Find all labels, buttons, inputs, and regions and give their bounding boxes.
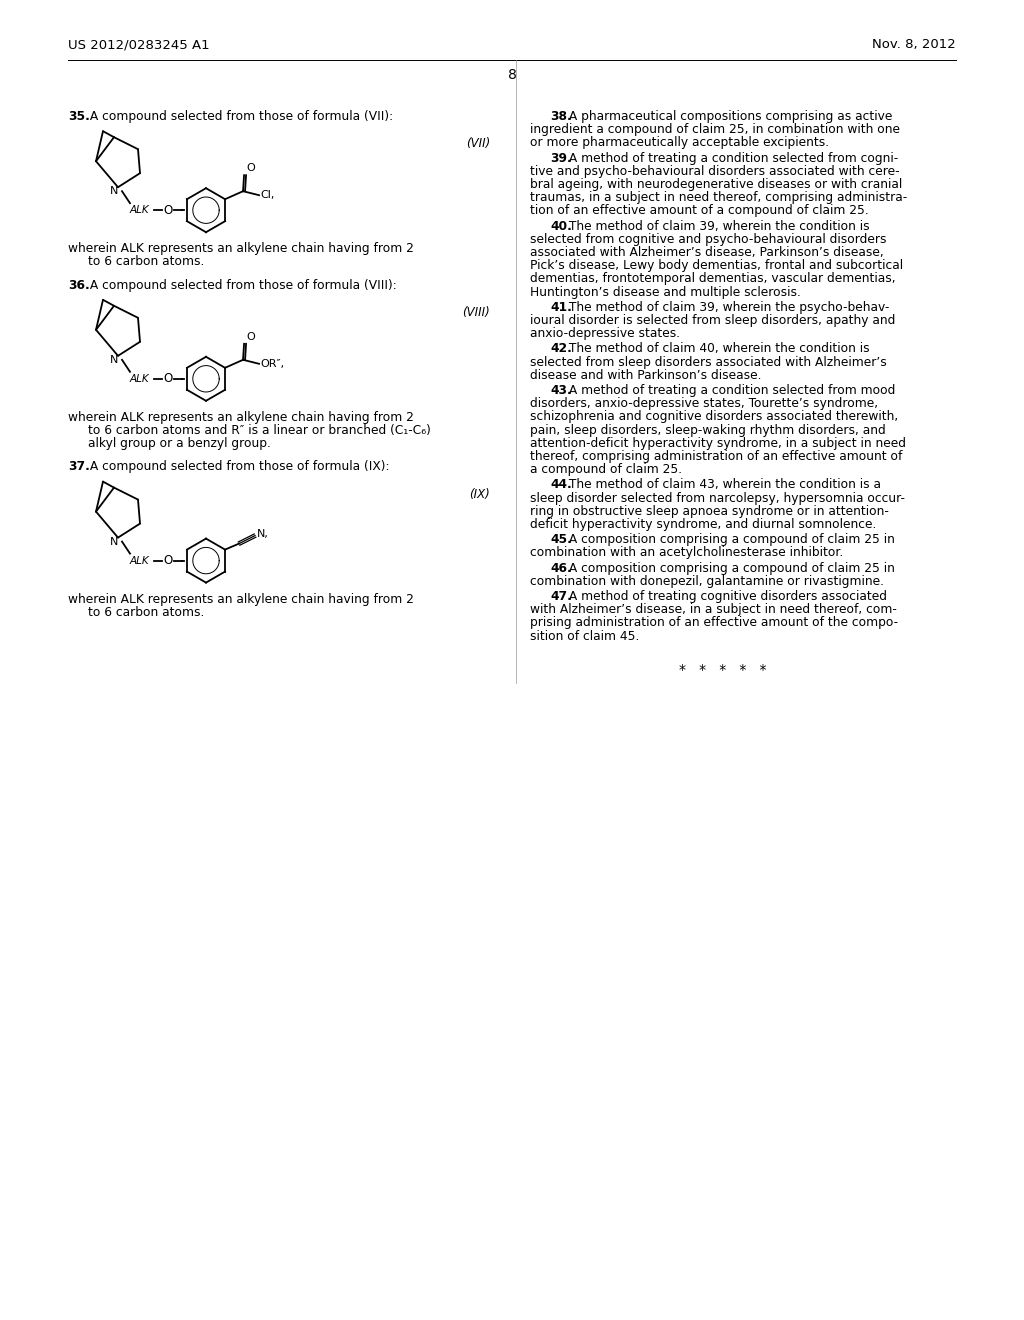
Text: ioural disorder is selected from sleep disorders, apathy and: ioural disorder is selected from sleep d… bbox=[530, 314, 895, 327]
Text: combination with donepezil, galantamine or rivastigmine.: combination with donepezil, galantamine … bbox=[530, 574, 884, 587]
Text: A compound selected from those of formula (VII):: A compound selected from those of formul… bbox=[86, 110, 393, 123]
Text: 47.: 47. bbox=[550, 590, 571, 603]
Text: sition of claim ​45.: sition of claim ​45. bbox=[530, 630, 639, 643]
Text: 35.: 35. bbox=[68, 110, 90, 123]
Text: 39.: 39. bbox=[550, 152, 571, 165]
Text: selected from cognitive and psycho-behavioural disorders: selected from cognitive and psycho-behav… bbox=[530, 232, 887, 246]
Text: associated with Alzheimer’s disease, Parkinson’s disease,: associated with Alzheimer’s disease, Par… bbox=[530, 246, 884, 259]
Text: selected from sleep disorders associated with Alzheimer’s: selected from sleep disorders associated… bbox=[530, 355, 887, 368]
Text: ring in obstructive sleep apnoea syndrome or in attention-: ring in obstructive sleep apnoea syndrom… bbox=[530, 504, 889, 517]
Text: (VII): (VII) bbox=[466, 137, 490, 150]
Text: A method of treating cognitive disorders associated: A method of treating cognitive disorders… bbox=[565, 590, 888, 603]
Text: Cl,: Cl, bbox=[260, 190, 274, 201]
Text: The method of claim ​39, wherein the condition is: The method of claim ​39, wherein the con… bbox=[565, 219, 870, 232]
Text: A pharmaceutical compositions comprising as active: A pharmaceutical compositions comprising… bbox=[565, 110, 893, 123]
Text: The method of claim ​39, wherein the psycho-behav-: The method of claim ​39, wherein the psy… bbox=[565, 301, 890, 314]
Text: A compound selected from those of formula (VIII):: A compound selected from those of formul… bbox=[86, 279, 397, 292]
Text: ingredient a compound of claim ​25, in combination with one: ingredient a compound of claim ​25, in c… bbox=[530, 123, 900, 136]
Text: sleep disorder selected from narcolepsy, hypersomnia occur-: sleep disorder selected from narcolepsy,… bbox=[530, 491, 905, 504]
Text: A composition comprising a compound of claim ​25 in: A composition comprising a compound of c… bbox=[565, 561, 895, 574]
Text: 38.: 38. bbox=[550, 110, 571, 123]
Text: 36.: 36. bbox=[68, 279, 90, 292]
Text: dementias, frontotemporal dementias, vascular dementias,: dementias, frontotemporal dementias, vas… bbox=[530, 272, 896, 285]
Text: US 2012/0283245 A1: US 2012/0283245 A1 bbox=[68, 38, 210, 51]
Text: disease and with Parkinson’s disease.: disease and with Parkinson’s disease. bbox=[530, 368, 762, 381]
Text: prising administration of an effective amount of the compo-: prising administration of an effective a… bbox=[530, 616, 898, 630]
Text: ALK: ALK bbox=[130, 205, 150, 215]
Text: ALK: ALK bbox=[130, 374, 150, 384]
Text: wherein ALK represents an alkylene chain having from 2: wherein ALK represents an alkylene chain… bbox=[68, 411, 414, 424]
Text: Nov. 8, 2012: Nov. 8, 2012 bbox=[872, 38, 956, 51]
Text: (VIII): (VIII) bbox=[462, 306, 490, 319]
Text: N: N bbox=[110, 355, 118, 364]
Text: N: N bbox=[110, 537, 118, 546]
Text: 8: 8 bbox=[508, 69, 516, 82]
Text: 43.: 43. bbox=[550, 384, 571, 397]
Text: alkyl group or a benzyl group.: alkyl group or a benzyl group. bbox=[88, 437, 271, 450]
Text: to 6 carbon atoms and R″ is a linear or branched (C₁-C₆): to 6 carbon atoms and R″ is a linear or … bbox=[88, 424, 431, 437]
Text: to 6 carbon atoms.: to 6 carbon atoms. bbox=[88, 606, 205, 619]
Text: to 6 carbon atoms.: to 6 carbon atoms. bbox=[88, 255, 205, 268]
Text: 42.: 42. bbox=[550, 342, 571, 355]
Text: tion of an effective amount of a compound of claim ​25.: tion of an effective amount of a compoun… bbox=[530, 205, 868, 218]
Text: wherein ALK represents an alkylene chain having from 2: wherein ALK represents an alkylene chain… bbox=[68, 593, 414, 606]
Text: Pick’s disease, Lewy body dementias, frontal and subcortical: Pick’s disease, Lewy body dementias, fro… bbox=[530, 259, 903, 272]
Text: N,: N, bbox=[257, 528, 269, 539]
Text: The method of claim ​40, wherein the condition is: The method of claim ​40, wherein the con… bbox=[565, 342, 870, 355]
Text: combination with an acetylcholinesterase inhibitor.: combination with an acetylcholinesterase… bbox=[530, 546, 843, 560]
Text: 44.: 44. bbox=[550, 478, 571, 491]
Text: A compound selected from those of formula (IX):: A compound selected from those of formul… bbox=[86, 461, 390, 474]
Text: or more pharmaceutically acceptable excipients.: or more pharmaceutically acceptable exci… bbox=[530, 136, 829, 149]
Text: O: O bbox=[246, 331, 255, 342]
Text: N: N bbox=[110, 186, 118, 197]
Text: O: O bbox=[163, 372, 172, 385]
Text: deficit hyperactivity syndrome, and diurnal somnolence.: deficit hyperactivity syndrome, and diur… bbox=[530, 517, 877, 531]
Text: ALK: ALK bbox=[130, 556, 150, 565]
Text: a compound of claim ​25.: a compound of claim ​25. bbox=[530, 463, 682, 477]
Text: traumas, in a subject in need thereof, comprising administra-: traumas, in a subject in need thereof, c… bbox=[530, 191, 907, 205]
Text: anxio-depressive states.: anxio-depressive states. bbox=[530, 327, 680, 341]
Text: attention-deficit hyperactivity syndrome, in a subject in need: attention-deficit hyperactivity syndrome… bbox=[530, 437, 906, 450]
Text: A composition comprising a compound of claim ​25 in: A composition comprising a compound of c… bbox=[565, 533, 895, 546]
Text: 46.: 46. bbox=[550, 561, 571, 574]
Text: 45.: 45. bbox=[550, 533, 571, 546]
Text: thereof, comprising administration of an effective amount of: thereof, comprising administration of an… bbox=[530, 450, 902, 463]
Text: disorders, anxio-depressive states, Tourette’s syndrome,: disorders, anxio-depressive states, Tour… bbox=[530, 397, 879, 411]
Text: A method of treating a condition selected from mood: A method of treating a condition selecte… bbox=[565, 384, 896, 397]
Text: A method of treating a condition selected from cogni-: A method of treating a condition selecte… bbox=[565, 152, 899, 165]
Text: O: O bbox=[246, 164, 255, 173]
Text: schizophrenia and cognitive disorders associated therewith,: schizophrenia and cognitive disorders as… bbox=[530, 411, 898, 424]
Text: O: O bbox=[163, 554, 172, 568]
Text: 40.: 40. bbox=[550, 219, 571, 232]
Text: tive and psycho-behavioural disorders associated with cere-: tive and psycho-behavioural disorders as… bbox=[530, 165, 900, 178]
Text: wherein ALK represents an alkylene chain having from 2: wherein ALK represents an alkylene chain… bbox=[68, 242, 414, 255]
Text: OR″,: OR″, bbox=[260, 359, 285, 368]
Text: 37.: 37. bbox=[68, 461, 90, 474]
Text: with Alzheimer’s disease, in a subject in need thereof, com-: with Alzheimer’s disease, in a subject i… bbox=[530, 603, 897, 616]
Text: bral ageing, with neurodegenerative diseases or with cranial: bral ageing, with neurodegenerative dise… bbox=[530, 178, 902, 191]
Text: Huntington’s disease and multiple sclerosis.: Huntington’s disease and multiple sclero… bbox=[530, 285, 801, 298]
Text: 41.: 41. bbox=[550, 301, 571, 314]
Text: *   *   *   *   *: * * * * * bbox=[679, 663, 767, 677]
Text: (IX): (IX) bbox=[469, 487, 490, 500]
Text: pain, sleep disorders, sleep-waking rhythm disorders, and: pain, sleep disorders, sleep-waking rhyt… bbox=[530, 424, 886, 437]
Text: O: O bbox=[163, 203, 172, 216]
Text: The method of claim ​43, wherein the condition is a: The method of claim ​43, wherein the con… bbox=[565, 478, 882, 491]
